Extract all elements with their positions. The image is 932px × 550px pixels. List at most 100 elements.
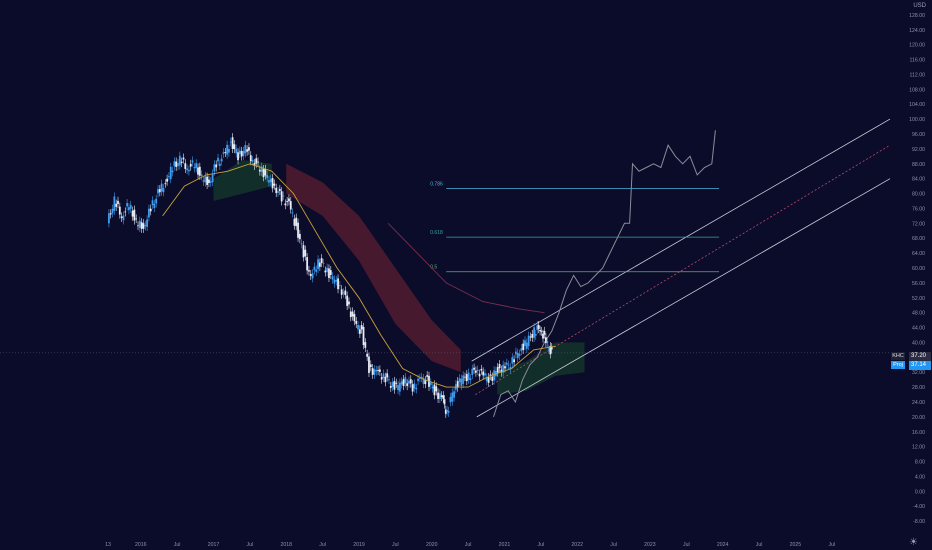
candle-body [178,155,181,166]
x-tick-label: 2022 [571,542,583,548]
candle-body [522,343,525,350]
candle-body [415,387,418,390]
candle-body [282,195,285,197]
candle-body [251,159,254,162]
y-axis: 128.00 124.00 120.00 116.00 112.00 108.00 104.… [909,13,925,525]
candle-body [398,382,401,392]
candle-body [542,333,544,339]
candle-body [438,393,441,399]
candle-body [217,157,219,162]
y-tick-label: 32.00 [912,370,925,376]
candle-body [297,222,299,238]
candle-body [437,392,439,399]
candle-body [177,163,179,167]
candle-body [475,370,477,373]
x-tick-label: 2023 [644,542,656,548]
candle-body [291,212,294,214]
candle-body [220,158,223,162]
candle-body [140,222,143,229]
candle-body [404,377,407,384]
x-tick-label: 13 [105,542,111,548]
candle-body [153,203,156,209]
candle-body [344,290,347,296]
x-tick-label: Jul [756,542,763,548]
ma-line [162,163,556,388]
candle-body [360,325,363,330]
candle-body [289,201,292,210]
candle-body [373,369,376,375]
cloud-bullish-0 [213,160,272,201]
y-tick-label: 16.00 [912,430,925,436]
y-tick-label: 104.00 [909,102,925,108]
candle-body [471,368,474,375]
candle-body [308,270,310,272]
x-tick-label: Jul [319,542,326,548]
candle-body [162,188,165,193]
y-tick-label: 24.00 [912,400,925,406]
candle-body [539,329,542,332]
projection-series [493,130,716,418]
candle-body [413,383,416,389]
candle-body [117,200,119,204]
candle-body [182,157,185,160]
x-tick-label: Jul [683,542,690,548]
candle-body [329,270,332,275]
candle-body [531,334,534,338]
candle-body [300,243,303,245]
x-tick-label: Jul [465,542,472,548]
x-tick-label: Jul [828,542,835,548]
candle-body [148,208,150,218]
y-tick-label: 116.00 [910,58,926,64]
channel-lower-line [476,178,891,418]
candle-body [238,150,241,154]
candle-body [264,168,267,176]
candle-body [409,379,412,384]
moving-average-line [162,163,556,388]
candle-body [131,210,134,217]
candle-body [226,144,229,155]
candle-body [349,311,352,318]
candle-body [328,268,330,278]
y-tick-label: 40.00 [912,340,925,346]
candle-body [258,169,261,172]
candle-body [380,377,383,380]
x-tick-label: 2018 [280,542,292,548]
candle-body [222,152,225,154]
x-tick-label: Jul [392,542,399,548]
candle-body [255,158,258,164]
candle-body [231,137,234,149]
x-tick-label: Jul [174,542,181,548]
candle-body [342,292,345,294]
candle-body [368,356,370,373]
candle-body [393,380,396,390]
candle-body [378,369,381,372]
candle-body [115,203,118,207]
candle-body [444,409,447,414]
chart-settings-icon[interactable]: ☀ [909,537,918,548]
ichimoku-clouds [213,160,585,395]
x-tick-label: Jul [538,542,545,548]
x-tick-label: 2019 [353,542,365,548]
y-tick-label: 80.00 [912,192,925,198]
candle-body [476,369,479,371]
candle-body [142,223,145,229]
candle-body [424,380,427,385]
y-tick-label: 60.00 [912,266,925,272]
candle-body [164,183,167,185]
candle-body [384,376,387,383]
candle-body [545,337,547,344]
candle-body [260,166,263,172]
candle-body [304,249,307,257]
candle-body [144,225,147,227]
y-tick-label: 120.00 [909,43,925,49]
y-tick-label: 68.00 [912,236,925,242]
arc-line [387,222,545,314]
candle-body [550,347,553,350]
candle-body [244,145,247,154]
candle-body [331,276,334,280]
candle-body [480,368,483,371]
candle-body [458,378,461,383]
candle-body [208,179,210,184]
